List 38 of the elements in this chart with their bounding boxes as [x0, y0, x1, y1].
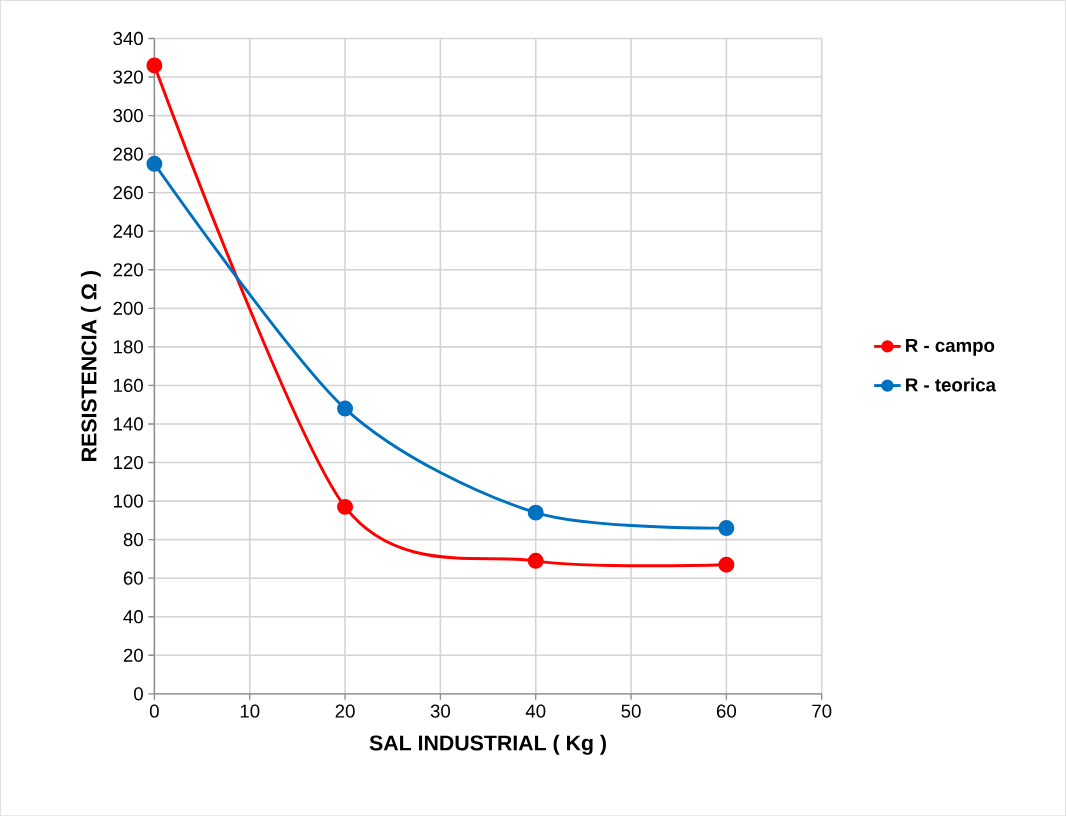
- y-tick-label: 220: [113, 263, 143, 277]
- x-axis-title: SAL INDUSTRIAL ( Kg ): [369, 734, 606, 755]
- x-tick-label: 70: [812, 704, 832, 718]
- y-tick-label: 320: [113, 70, 143, 84]
- y-tick-label: 300: [113, 108, 143, 123]
- x-tick-label: 30: [430, 704, 451, 718]
- x-tick-label: 20: [335, 704, 355, 718]
- point: [527, 504, 544, 521]
- y-tick-label: 60: [123, 571, 143, 585]
- legend-label: R - teorica: [906, 377, 997, 392]
- y-tick-label: 200: [113, 301, 143, 315]
- y-tick-label: 180: [113, 340, 143, 354]
- y-tick-label: 260: [113, 185, 143, 200]
- y-tick-label: 280: [113, 147, 143, 161]
- y-tick-label: 100: [113, 494, 143, 508]
- y-tick-label: 40: [123, 610, 143, 624]
- x-tick-label: 0: [149, 704, 159, 718]
- y-tick-label: 340: [113, 31, 143, 45]
- x-tick-label: 60: [716, 704, 737, 718]
- x-tick-label: 40: [525, 704, 546, 718]
- y-tick-label: 20: [123, 648, 143, 662]
- x-tick-label: 50: [621, 704, 641, 718]
- point: [337, 400, 354, 417]
- point: [718, 556, 735, 573]
- legend-label: R - campo: [906, 338, 995, 356]
- y-tick-label: 160: [113, 378, 143, 392]
- y-axis-title: RESISTENCIA ( Ω ): [80, 270, 101, 461]
- y-tick-label: 140: [113, 417, 143, 431]
- point: [146, 57, 163, 74]
- x-tick-label: 10: [240, 704, 260, 718]
- y-tick-label: 120: [113, 455, 143, 470]
- point: [146, 155, 163, 172]
- point: [718, 519, 735, 536]
- point: [527, 552, 544, 569]
- y-tick-label: 240: [113, 224, 143, 238]
- y-tick-label: 0: [134, 687, 143, 701]
- y-tick-label: 80: [123, 532, 143, 547]
- point: [337, 498, 354, 515]
